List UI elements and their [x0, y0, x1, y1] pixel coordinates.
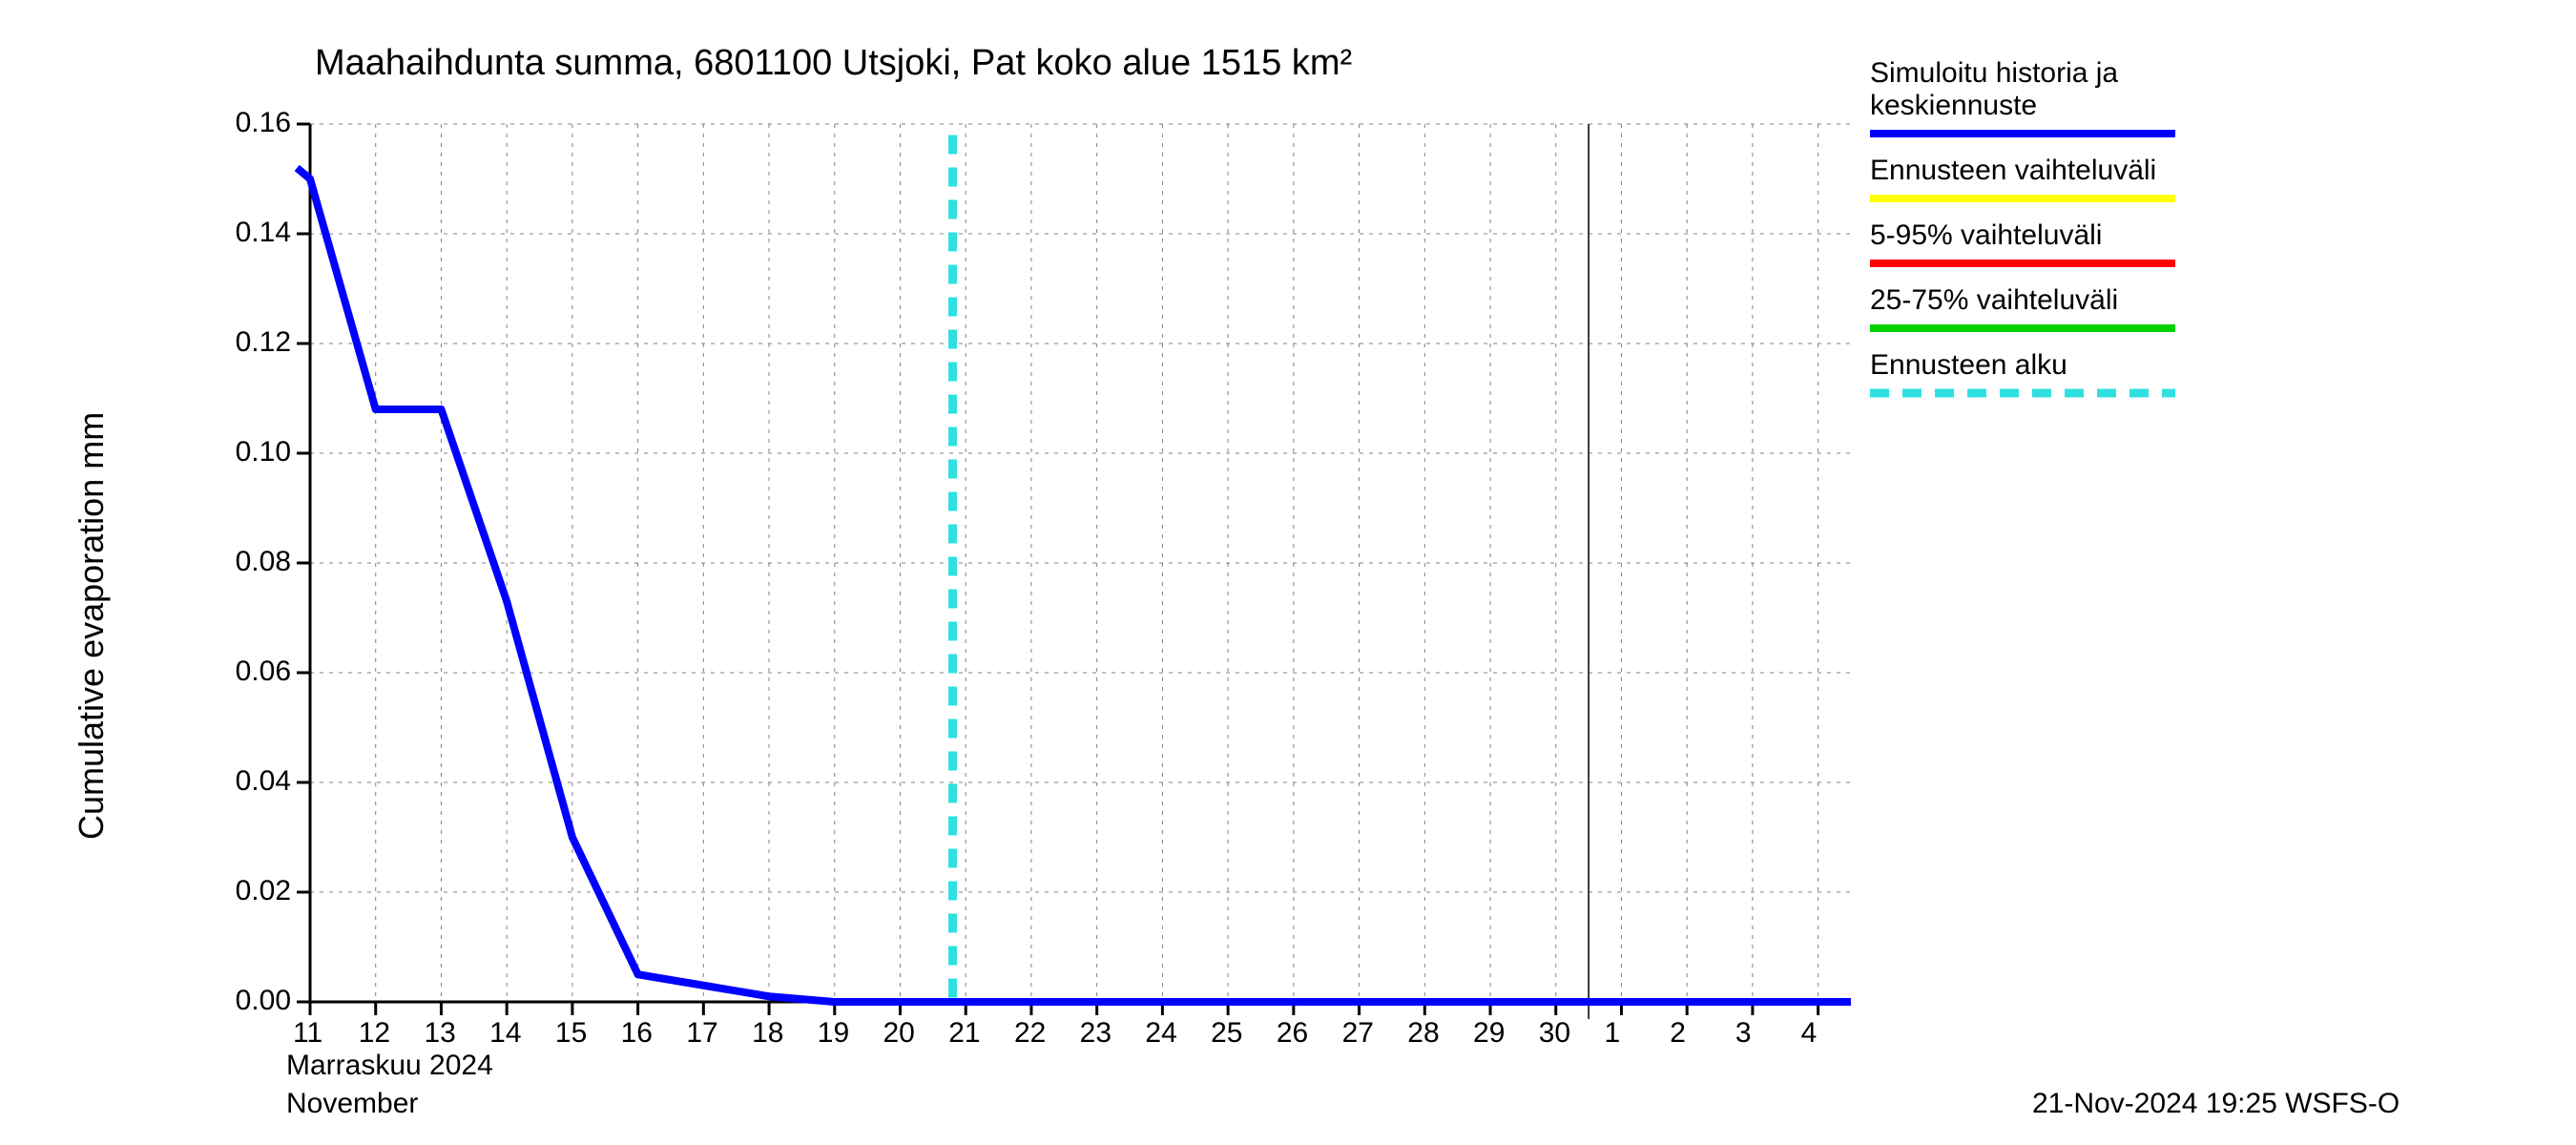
- y-tick-label: 0.06: [196, 656, 291, 688]
- x-tick-label: 30: [1539, 1017, 1570, 1050]
- x-tick-label: 13: [424, 1017, 455, 1050]
- y-tick-label: 0.10: [196, 436, 291, 468]
- x-tick-label: 11: [293, 1017, 322, 1050]
- y-tick-label: 0.08: [196, 546, 291, 578]
- x-tick-label: 4: [1801, 1017, 1818, 1050]
- y-tick-label: 0.16: [196, 107, 291, 139]
- chart-svg: [0, 0, 2576, 1145]
- x-tick-label: 29: [1473, 1017, 1505, 1050]
- x-tick-label: 17: [686, 1017, 717, 1050]
- x-tick-label: 25: [1211, 1017, 1242, 1050]
- legend-label: 5-95% vaihteluväli: [1870, 219, 2102, 252]
- legend-label: Ennusteen vaihteluväli: [1870, 155, 2156, 187]
- x-tick-label: 22: [1014, 1017, 1046, 1050]
- y-tick-label: 0.04: [196, 765, 291, 798]
- legend-label: Ennusteen alku: [1870, 349, 2067, 382]
- legend-label: 25-75% vaihteluväli: [1870, 284, 2118, 317]
- legend-label: Simuloitu historia ja: [1870, 57, 2118, 90]
- x-tick-label: 26: [1277, 1017, 1308, 1050]
- x-tick-label: 3: [1735, 1017, 1752, 1050]
- y-tick-label: 0.14: [196, 217, 291, 249]
- legend-label: keskiennuste: [1870, 90, 2037, 122]
- x-tick-label: 14: [489, 1017, 521, 1050]
- x-tick-label: 21: [948, 1017, 980, 1050]
- x-tick-label: 24: [1145, 1017, 1176, 1050]
- y-tick-label: 0.12: [196, 326, 291, 359]
- x-tick-label: 23: [1080, 1017, 1111, 1050]
- x-tick-label: 28: [1407, 1017, 1439, 1050]
- x-tick-label: 12: [359, 1017, 390, 1050]
- x-tick-label: 2: [1670, 1017, 1686, 1050]
- x-tick-label: 18: [752, 1017, 783, 1050]
- y-tick-label: 0.02: [196, 875, 291, 907]
- x-tick-label: 16: [621, 1017, 653, 1050]
- x-tick-label: 15: [555, 1017, 587, 1050]
- x-tick-label: 20: [883, 1017, 915, 1050]
- x-tick-label: 19: [818, 1017, 849, 1050]
- x-tick-label: 27: [1342, 1017, 1374, 1050]
- y-tick-label: 0.00: [196, 985, 291, 1017]
- x-tick-label: 1: [1604, 1017, 1620, 1050]
